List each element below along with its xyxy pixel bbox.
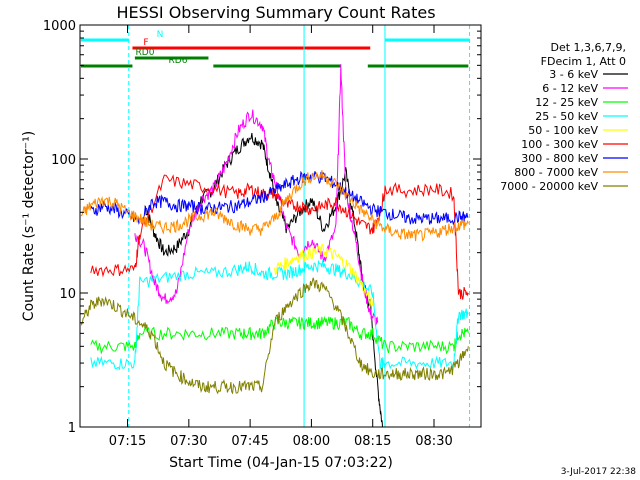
series-line-5 <box>90 174 469 300</box>
flag-label-rd6: RD6 <box>169 56 188 66</box>
legend: Det 1,3,6,7,9,FDecim 1, Att 03 - 6 keV6 … <box>500 41 628 193</box>
legend-header-1: FDecim 1, Att 0 <box>541 55 626 68</box>
legend-label-4: 50 - 100 keV <box>528 124 598 137</box>
x-tick-label-3: 08:00 <box>293 434 330 449</box>
x-tick-label-5: 08:30 <box>415 434 452 449</box>
y-tick-label-2: 100 <box>51 153 76 168</box>
x-tick-label-1: 07:30 <box>170 434 207 449</box>
y-axis: 1 10 100 1000 <box>43 19 481 436</box>
series-line-6 <box>90 170 469 226</box>
legend-label-8: 7000 - 20000 keV <box>500 180 598 193</box>
plot-frame <box>79 24 482 428</box>
series-line-8 <box>80 277 469 395</box>
y-axis-label: Count Rate (s⁻¹ detector⁻¹) <box>21 131 37 321</box>
series-line-1 <box>134 64 379 326</box>
x-tick-label-2: 07:45 <box>231 434 268 449</box>
legend-label-6: 300 - 800 keV <box>521 152 598 165</box>
legend-header-0: Det 1,3,6,7,9, <box>550 41 626 54</box>
legend-label-0: 3 - 6 keV <box>549 68 598 81</box>
x-axis-label: Start Time (04-Jan-15 07:03:22) <box>169 455 393 471</box>
series-line-0 <box>144 132 383 428</box>
chart-title: HESSI Observing Summary Count Rates <box>116 3 435 22</box>
y-tick-label-0: 1 <box>68 421 76 436</box>
legend-label-7: 800 - 7000 keV <box>514 166 598 179</box>
timestamp: 3-Jul-2017 22:38 <box>561 467 637 477</box>
legend-label-2: 12 - 25 keV <box>535 96 598 109</box>
y-tick-label-3: 1000 <box>43 19 76 34</box>
flag-label-n: N <box>157 30 164 40</box>
x-tick-label-4: 08:15 <box>354 434 391 449</box>
legend-label-5: 100 - 300 keV <box>521 138 598 151</box>
series-line-2 <box>90 315 469 355</box>
flag-label-rd0: RD0 <box>136 48 155 58</box>
series-line-3 <box>90 259 469 371</box>
flag-label-f: F <box>143 38 148 48</box>
legend-label-3: 25 - 50 keV <box>535 110 598 123</box>
x-tick-label-0: 07:15 <box>109 434 146 449</box>
legend-label-1: 6 - 12 keV <box>542 82 598 95</box>
series-line-7 <box>80 170 469 242</box>
y-tick-label-1: 10 <box>59 287 76 302</box>
x-axis: 07:15 07:30 07:45 08:00 08:15 08:30 <box>109 25 453 449</box>
series-line-4 <box>274 243 374 307</box>
